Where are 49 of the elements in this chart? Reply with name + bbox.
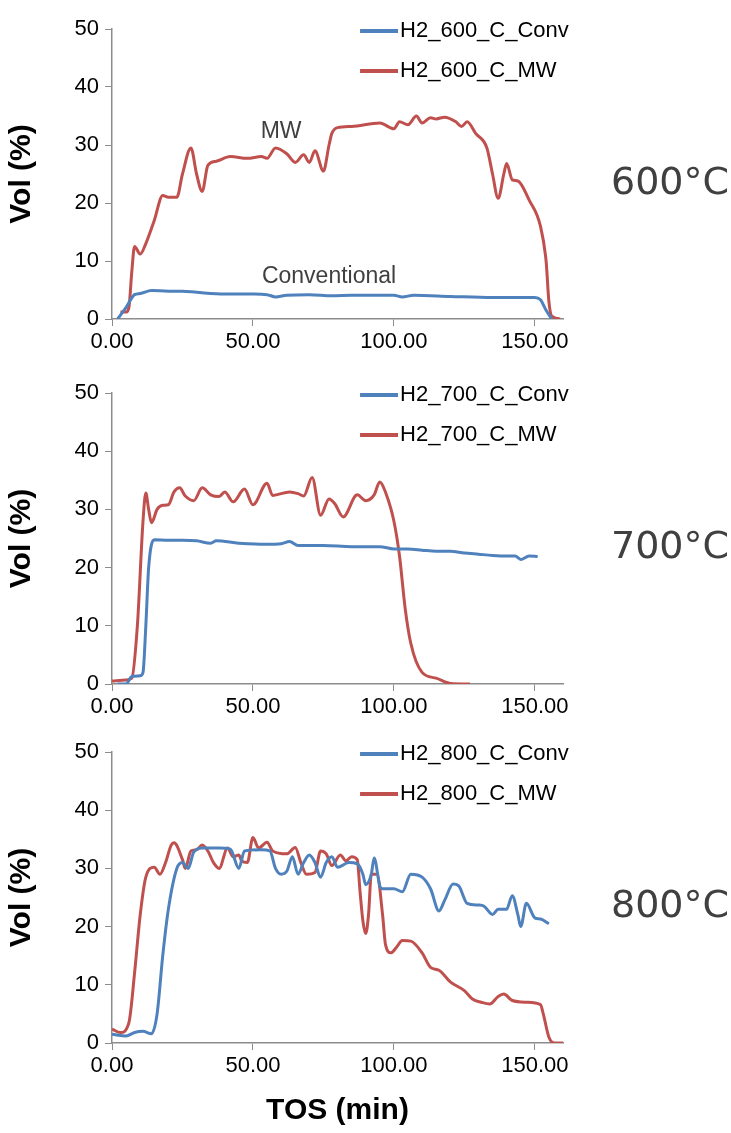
x-tick-label: 0.00 [90, 693, 134, 719]
x-tick-label: 0.00 [90, 1052, 134, 1078]
y-tick-label: 0 [86, 305, 99, 331]
y-tick-label: 30 [74, 131, 99, 157]
y-axis-title: Vol (%) [3, 847, 37, 948]
y-tick-label: 30 [74, 495, 99, 521]
y-tick-label: 40 [74, 73, 99, 99]
line-series [116, 538, 540, 684]
x-tick-label: 100.00 [360, 1052, 428, 1078]
y-tick-label: 50 [74, 15, 99, 41]
x-tick-label: 100.00 [360, 328, 428, 354]
line-series [116, 289, 554, 319]
y-tick-label: 40 [74, 796, 99, 822]
y-tick-label: 20 [74, 912, 99, 938]
x-axis-title: TOS (min) [266, 1092, 409, 1126]
y-tick-label: 20 [74, 553, 99, 579]
y-axis-title: Vol (%) [3, 488, 37, 589]
x-tick-label: 50.00 [225, 693, 281, 719]
y-tick-label: 10 [74, 611, 99, 637]
annotation: MW [260, 116, 302, 143]
annotation: Conventional [261, 261, 397, 288]
y-tick-label: 50 [74, 738, 99, 764]
y-tick-label: 0 [86, 1029, 99, 1055]
line-series [112, 475, 472, 684]
line-series [118, 114, 562, 319]
x-tick-label: 150.00 [501, 1052, 569, 1078]
y-tick-label: 0 [86, 670, 99, 696]
x-tick-label: 50.00 [225, 1052, 281, 1078]
y-tick-label: 20 [74, 189, 99, 215]
legend-label: H2_800_C_MW [400, 780, 557, 806]
x-tick-label: 150.00 [501, 693, 569, 719]
text: 800°C [611, 882, 730, 927]
x-tick-label: 150.00 [501, 328, 569, 354]
text: 600°C [611, 158, 730, 203]
legend-label: H2_800_C_Conv [400, 740, 569, 766]
x-tick-label: 100.00 [360, 693, 428, 719]
y-tick-label: 30 [74, 854, 99, 880]
y-tick-label: 10 [74, 247, 99, 273]
x-tick-label: 50.00 [225, 328, 281, 354]
legend-label: H2_600_C_MW [400, 57, 557, 83]
legend-label: H2_700_C_MW [400, 421, 557, 447]
legend-label: H2_700_C_Conv [400, 381, 569, 407]
text: 700°C [611, 523, 730, 568]
y-tick-label: 40 [74, 437, 99, 463]
y-tick-label: 10 [74, 970, 99, 996]
y-tick-label: 50 [74, 379, 99, 405]
legend-label: H2_600_C_Conv [400, 17, 569, 43]
y-axis-title: Vol (%) [3, 124, 37, 224]
x-tick-label: 0.00 [90, 328, 134, 354]
